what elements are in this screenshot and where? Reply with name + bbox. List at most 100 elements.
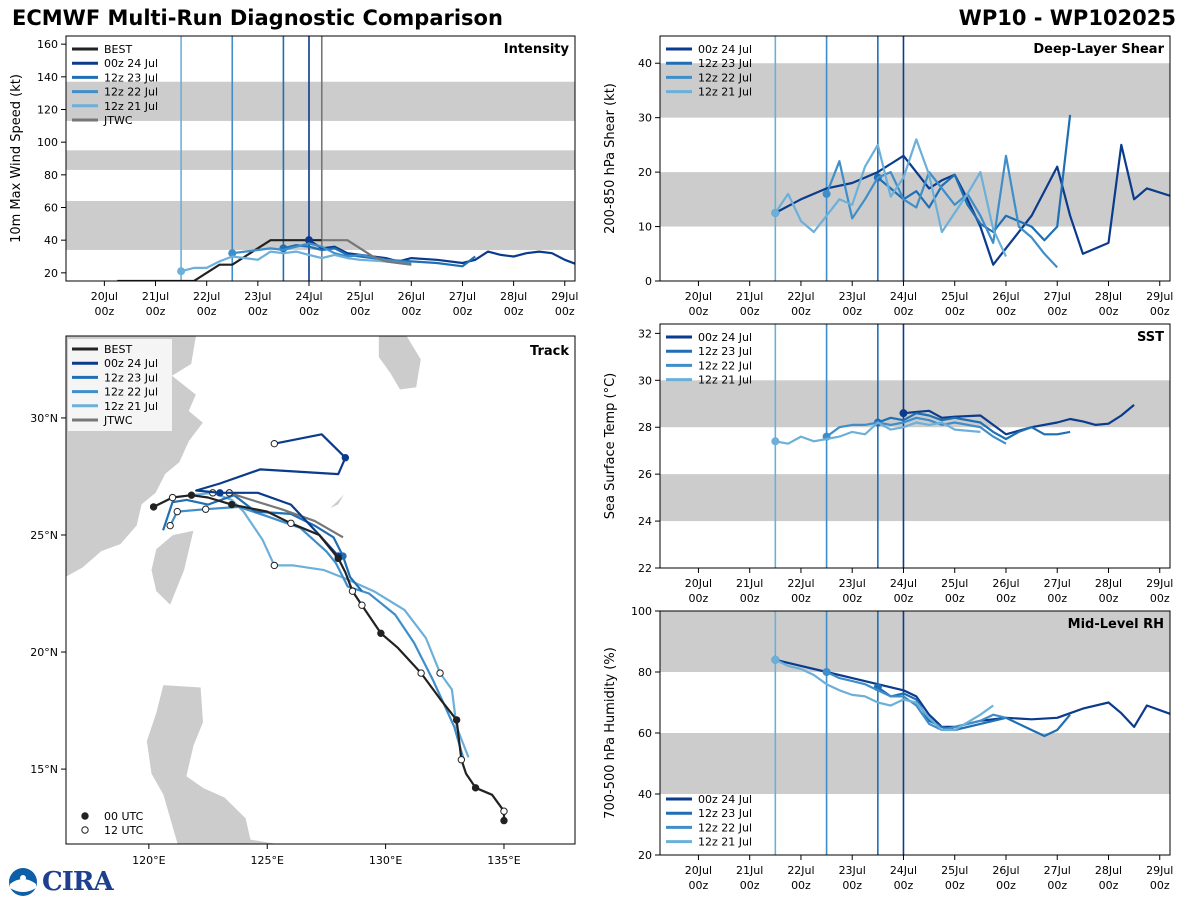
legend-label-12z-21-jul: 12z 21 Jul (698, 836, 752, 849)
panel-title: SST (1137, 330, 1164, 345)
y-tick-label: 160 (37, 38, 58, 51)
plot-frame (65, 335, 576, 845)
x-tick-day: 24Jul (890, 290, 917, 303)
x-tick-hour: 00z (1099, 879, 1119, 892)
x-tick-day: 25Jul (347, 290, 374, 303)
track-marker-best (187, 491, 196, 499)
track-marker-best (471, 784, 480, 792)
x-tick-label: 135°E (487, 854, 520, 867)
x-tick-label: 120°E (132, 854, 165, 867)
series-group (117, 236, 575, 281)
x-tick-day: 29Jul (1146, 864, 1173, 877)
panel-title: Track (530, 344, 569, 359)
x-tick-day: 29Jul (551, 290, 578, 303)
x-tick-hour: 00z (791, 305, 811, 318)
y-tick-label: 20 (638, 166, 652, 179)
legend-label-12z-22-jul: 12z 22 Jul (698, 821, 752, 834)
x-tick-hour: 00z (740, 305, 760, 318)
y-tick-label: 100 (37, 136, 58, 149)
legend-label-12z-21-jul: 12z 21 Jul (698, 374, 752, 387)
panel-title: Mid-Level RH (1068, 617, 1164, 632)
series-line-12z-21-jul (774, 658, 994, 732)
cira-logo: CIRA (6, 866, 114, 898)
legend-label-12z-23-jul: 12z 23 Jul (104, 371, 158, 384)
x-tick-hour: 00z (791, 879, 811, 892)
x-tick-day: 26Jul (992, 864, 1019, 877)
track-marker-12z-22-jul (173, 507, 181, 516)
x-tick-day: 25Jul (941, 577, 968, 590)
x-tick-day: 25Jul (941, 290, 968, 303)
x-tick-hour: 00z (504, 305, 524, 318)
track-marker-best (500, 816, 508, 825)
legend-label-12z-22-jul: 12z 22 Jul (104, 86, 158, 99)
y-tick-label: 40 (638, 788, 652, 801)
y-tick-label: 22 (638, 562, 652, 575)
x-tick-hour: 00z (842, 879, 862, 892)
chart-sst: 22 24 26 28 30 32 20Jul 00z 21Jul 00z 22Jul 00z 23Ju… (603, 323, 1173, 605)
legend-label-jtwc: JTWC (103, 114, 133, 127)
init-marker-12z-21-jul (177, 267, 186, 276)
page-title: ECMWF Multi-Run Diagnostic Comparison (12, 6, 503, 30)
legend-label-12z-22-jul: 12z 22 Jul (104, 386, 158, 399)
legend-label-12z-22-jul: 12z 22 Jul (698, 359, 752, 372)
shaded-band (660, 474, 1170, 522)
x-tick-hour: 00z (996, 879, 1016, 892)
x-tick-day: 22Jul (193, 290, 220, 303)
x-tick-hour: 00z (1150, 879, 1170, 892)
legend-label-12z-21-jul: 12z 21 Jul (104, 100, 158, 113)
x-tick-day: 24Jul (890, 864, 917, 877)
plot-frame (659, 323, 1171, 569)
x-tick-hour: 00z (453, 305, 473, 318)
marker-legend-label: 12 UTC (104, 824, 144, 837)
track-marker-12z-22-jul (166, 521, 174, 530)
legend-label-best: BEST (104, 43, 132, 56)
init-marker-12z-21-jul (771, 437, 780, 446)
y-axis-label: Sea Surface Temp (°C) (603, 373, 618, 520)
y-tick-label: 30 (638, 112, 652, 125)
init-marker-12z-22-jul (228, 249, 237, 258)
logo-text: CIRA (42, 867, 114, 897)
x-tick-hour: 00z (1099, 305, 1119, 318)
x-tick-hour: 00z (401, 305, 421, 318)
storm-id-title: WP10 - WP102025 (958, 6, 1176, 30)
x-tick-day: 20Jul (685, 290, 712, 303)
x-tick-hour: 00z (740, 879, 760, 892)
series-line-12z-23-jul (877, 686, 1071, 738)
y-tick-label: 25°N (30, 529, 58, 542)
series-line-12z-22-jul (232, 242, 412, 265)
taiwan-island (150, 529, 195, 606)
track-line-00z-24-jul (195, 433, 347, 557)
x-tick-hour: 00z (689, 592, 709, 605)
series-group (771, 655, 1170, 738)
x-tick-day: 27Jul (449, 290, 476, 303)
x-tick-hour: 00z (1099, 592, 1119, 605)
x-tick-day: 21Jul (736, 577, 763, 590)
track-marker-best (348, 587, 357, 595)
x-tick-day: 24Jul (295, 290, 322, 303)
x-tick-hour: 00z (248, 305, 268, 318)
x-tick-day: 27Jul (1044, 290, 1071, 303)
x-tick-hour: 00z (555, 305, 575, 318)
x-tick-hour: 00z (689, 305, 709, 318)
legend-label-00z-24-jul: 00z 24 Jul (104, 357, 158, 370)
x-tick-day: 25Jul (941, 864, 968, 877)
shaded-band (66, 81, 575, 121)
x-tick-day: 28Jul (1095, 864, 1122, 877)
okinawa-island (328, 492, 346, 510)
x-tick-label: 130°E (369, 854, 402, 867)
track-marker-00z-24-jul (341, 454, 350, 462)
y-tick-label: 40 (44, 234, 58, 247)
shaded-band (660, 63, 1170, 118)
y-tick-label: 140 (37, 71, 58, 84)
y-tick-label: 120 (37, 104, 58, 117)
y-tick-label: 20 (44, 267, 58, 280)
legend-label-best: BEST (104, 343, 132, 356)
x-tick-day: 27Jul (1044, 864, 1071, 877)
x-tick-hour: 00z (945, 592, 965, 605)
track-marker-best (500, 807, 508, 815)
x-tick-day: 20Jul (685, 864, 712, 877)
x-tick-hour: 00z (842, 592, 862, 605)
x-tick-hour: 00z (945, 879, 965, 892)
x-tick-day: 23Jul (244, 290, 271, 303)
